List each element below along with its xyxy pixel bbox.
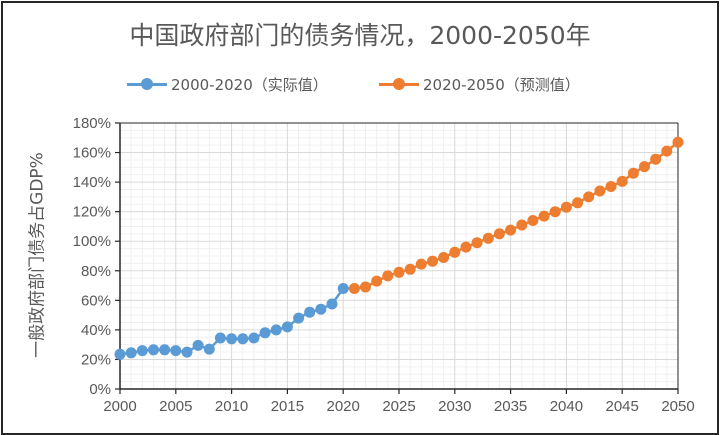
data-point-actual: [281, 321, 293, 333]
data-point-forecast: [371, 275, 383, 287]
data-point-forecast: [605, 181, 617, 192]
data-point-forecast: [661, 145, 673, 157]
data-point-forecast: [404, 263, 416, 275]
data-point-actual: [226, 333, 238, 345]
data-point-actual: [181, 346, 193, 358]
data-point-forecast: [471, 237, 483, 249]
data-point-forecast: [594, 185, 606, 197]
data-point-actual: [214, 332, 226, 344]
data-point-forecast: [438, 252, 450, 263]
data-point-actual: [203, 343, 215, 355]
data-point-forecast: [560, 201, 572, 213]
data-point-forecast: [583, 191, 595, 203]
data-point-actual: [248, 332, 260, 344]
y-tick-label: 0%: [89, 381, 111, 398]
data-point-forecast: [482, 232, 494, 244]
data-point-forecast: [505, 224, 517, 236]
data-point-forecast: [549, 206, 561, 218]
data-point-forecast: [449, 246, 461, 258]
x-tick-label: 2040: [550, 398, 583, 415]
data-point-forecast: [516, 219, 528, 231]
data-point-actual: [315, 303, 327, 315]
legend-item-actual[interactable]: 2000-2020（实际值）: [127, 72, 328, 96]
x-tick-label: 2005: [159, 398, 192, 415]
data-point-forecast: [627, 167, 639, 179]
x-tick-label: 2030: [438, 398, 471, 415]
x-tick-label: 2050: [661, 398, 694, 415]
x-tick-label: 2010: [215, 398, 248, 415]
data-point-forecast: [616, 175, 628, 187]
data-point-actual: [159, 344, 171, 356]
data-point-forecast: [360, 281, 371, 293]
data-point-forecast: [650, 153, 662, 165]
legend-item-forecast[interactable]: 2020-2050（预测值）: [379, 72, 580, 96]
data-point-forecast: [348, 283, 360, 294]
data-point-forecast: [415, 258, 427, 270]
y-tick-label: 60%: [81, 292, 111, 309]
data-point-actual: [337, 283, 349, 294]
data-point-actual: [270, 324, 282, 336]
y-tick-label: 160%: [73, 145, 111, 162]
data-point-actual: [125, 347, 137, 359]
x-tick-label: 2020: [327, 398, 360, 415]
chart-title: 中国政府部门的债务情况，2000-2050年: [129, 21, 591, 50]
y-tick-label: 100%: [73, 233, 111, 250]
y-tick-label: 20%: [81, 351, 111, 368]
data-point-actual: [237, 333, 249, 345]
y-tick-label: 80%: [81, 263, 111, 280]
legend-marker-actual: [127, 72, 167, 96]
y-tick-label: 180%: [73, 115, 111, 132]
data-point-forecast: [639, 161, 650, 173]
data-point-actual: [326, 298, 338, 310]
data-point-actual: [136, 345, 148, 357]
data-point-actual: [259, 327, 271, 339]
data-point-forecast: [538, 210, 550, 222]
data-point-actual: [192, 339, 204, 351]
legend-marker-forecast: [379, 72, 419, 96]
data-point-actual: [114, 348, 126, 360]
data-point-actual: [304, 306, 316, 318]
data-point-forecast: [572, 197, 584, 209]
x-tick-label: 2045: [606, 398, 639, 415]
data-point-forecast: [527, 215, 539, 226]
y-tick-label: 140%: [73, 174, 111, 191]
data-point-actual: [170, 345, 182, 357]
data-point-forecast: [460, 241, 472, 253]
x-tick-label: 2015: [271, 398, 304, 415]
data-point-forecast: [493, 228, 505, 240]
x-tick-label: 2000: [103, 398, 136, 415]
x-tick-label: 2025: [382, 398, 415, 415]
x-tick-label: 2035: [494, 398, 527, 415]
data-point-actual: [293, 312, 305, 324]
data-point-actual: [148, 344, 159, 356]
data-point-forecast: [393, 266, 405, 278]
data-point-forecast: [382, 270, 394, 282]
legend-label-actual: 2000-2020（实际值）: [171, 75, 328, 94]
y-tick-label: 40%: [81, 322, 111, 339]
y-tick-label: 120%: [73, 204, 111, 221]
legend-label-forecast: 2020-2050（预测值）: [423, 75, 580, 94]
data-point-forecast: [427, 255, 438, 267]
data-point-forecast: [672, 136, 684, 148]
